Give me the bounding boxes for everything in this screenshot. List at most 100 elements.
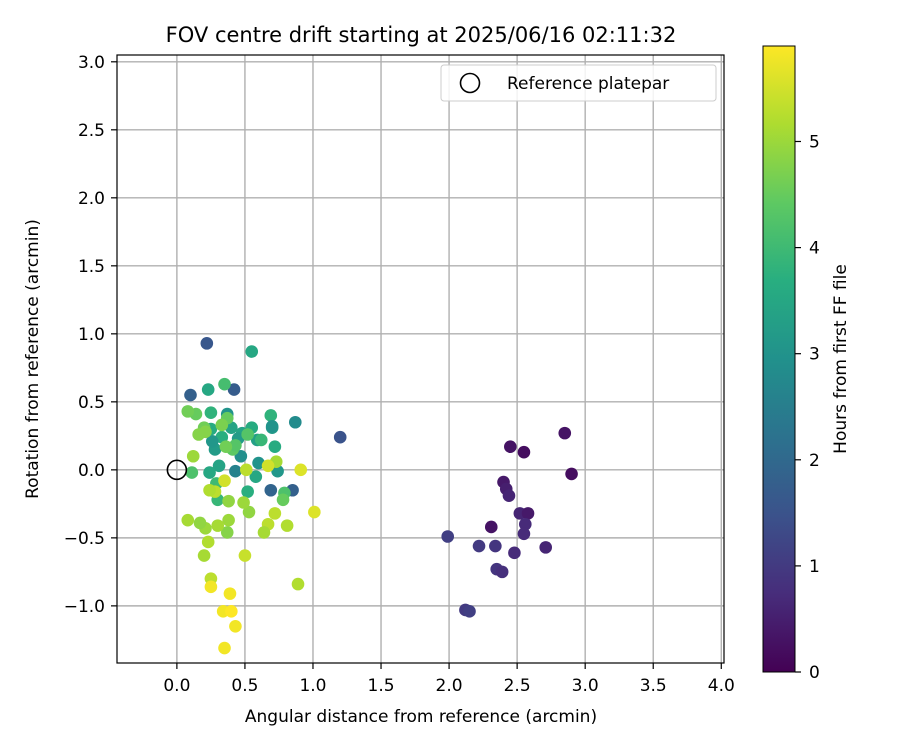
- x-tick-label: 2.0: [436, 676, 463, 696]
- data-point: [252, 456, 265, 470]
- data-point: [238, 549, 252, 562]
- data-point: [185, 466, 199, 479]
- data-point: [241, 485, 254, 498]
- y-tick-label: 2.0: [78, 189, 105, 209]
- x-tick-label: 3.0: [572, 676, 599, 696]
- data-point: [222, 494, 235, 508]
- x-axis-label: Angular distance from reference (arcmin): [245, 707, 597, 727]
- x-tick-label: 1.0: [299, 676, 326, 696]
- data-point: [223, 587, 237, 600]
- data-point: [257, 526, 271, 539]
- data-points: [181, 337, 578, 655]
- data-point: [204, 406, 218, 420]
- data-point: [218, 641, 231, 655]
- data-point: [489, 539, 502, 553]
- data-point: [181, 513, 195, 527]
- data-point: [333, 430, 347, 444]
- y-tick-label: −0.5: [64, 529, 105, 549]
- data-point: [265, 420, 279, 433]
- data-point: [502, 489, 516, 502]
- data-point: [518, 517, 532, 531]
- colorbar-tick-label: 0: [809, 663, 820, 683]
- y-tick-label: 2.5: [78, 121, 105, 141]
- data-point: [294, 463, 308, 477]
- y-axis-ticks: −1.0 −0.5 0.0 0.5 1.0 1.5 2.0 2.5 3.0: [64, 53, 117, 617]
- data-point: [241, 428, 254, 441]
- x-tick-label: 0.5: [231, 676, 258, 696]
- data-point: [222, 513, 235, 527]
- data-point: [215, 430, 229, 444]
- colorbar-ticks: 0 1 2 3 4 5: [795, 132, 820, 683]
- data-point: [220, 526, 234, 539]
- data-point: [517, 527, 531, 541]
- x-tick-label: 3.5: [640, 676, 667, 696]
- data-point: [192, 428, 205, 441]
- data-point: [212, 459, 226, 473]
- data-point: [495, 565, 509, 579]
- data-point: [565, 467, 578, 481]
- data-point: [291, 577, 305, 591]
- data-point: [441, 530, 455, 543]
- data-point: [308, 505, 321, 519]
- y-tick-label: 1.5: [78, 257, 105, 277]
- data-point: [521, 507, 535, 520]
- colorbar-label: Hours from first FF file: [831, 264, 851, 454]
- data-point: [227, 383, 241, 396]
- x-tick-label: 0.0: [163, 676, 190, 696]
- data-point: [205, 434, 219, 448]
- data-point: [280, 519, 294, 532]
- y-tick-label: 1.0: [78, 325, 105, 345]
- data-point: [204, 580, 218, 594]
- colorbar-tick-label: 3: [809, 345, 820, 365]
- data-point: [504, 440, 517, 454]
- data-point: [264, 409, 278, 422]
- data-point: [218, 377, 231, 391]
- data-point: [197, 549, 211, 562]
- data-point: [225, 421, 238, 434]
- data-point: [558, 426, 572, 440]
- legend-box: [440, 64, 717, 102]
- data-point: [211, 519, 225, 532]
- data-point: [218, 474, 231, 488]
- data-point: [239, 463, 253, 477]
- data-point: [264, 483, 278, 497]
- data-point: [237, 496, 250, 509]
- data-point: [268, 507, 282, 520]
- grid-lines: [117, 55, 724, 663]
- x-tick-label: 1.5: [368, 676, 395, 696]
- colorbar-tick-label: 1: [809, 557, 820, 577]
- data-point: [508, 546, 521, 560]
- data-point: [271, 464, 284, 478]
- x-tick-label: 4.0: [708, 676, 735, 696]
- data-point: [276, 493, 290, 507]
- y-tick-label: 0.0: [78, 461, 105, 481]
- data-point: [288, 415, 302, 429]
- data-point: [186, 449, 200, 463]
- data-point: [463, 605, 476, 618]
- colorbar: [762, 45, 796, 673]
- legend: Reference platepar: [440, 64, 717, 102]
- data-point: [181, 405, 195, 418]
- data-point: [201, 535, 215, 549]
- data-point: [517, 445, 531, 459]
- data-point: [215, 418, 229, 432]
- y-tick-label: 0.5: [78, 393, 105, 413]
- data-point: [225, 605, 238, 618]
- legend-marker: [459, 72, 481, 94]
- data-point: [472, 539, 486, 553]
- data-point: [249, 470, 263, 483]
- reference-marker: [166, 459, 188, 481]
- data-point: [219, 440, 233, 454]
- data-point: [229, 464, 242, 478]
- data-point: [193, 516, 207, 530]
- data-point: [203, 466, 216, 479]
- y-tick-label: 3.0: [78, 53, 105, 73]
- data-point: [184, 388, 197, 402]
- data-point: [484, 520, 498, 534]
- plot-frame: [116, 54, 725, 664]
- data-point: [200, 337, 214, 350]
- colorbar-tick-label: 4: [809, 239, 820, 259]
- data-point: [229, 439, 242, 452]
- data-point: [539, 541, 553, 554]
